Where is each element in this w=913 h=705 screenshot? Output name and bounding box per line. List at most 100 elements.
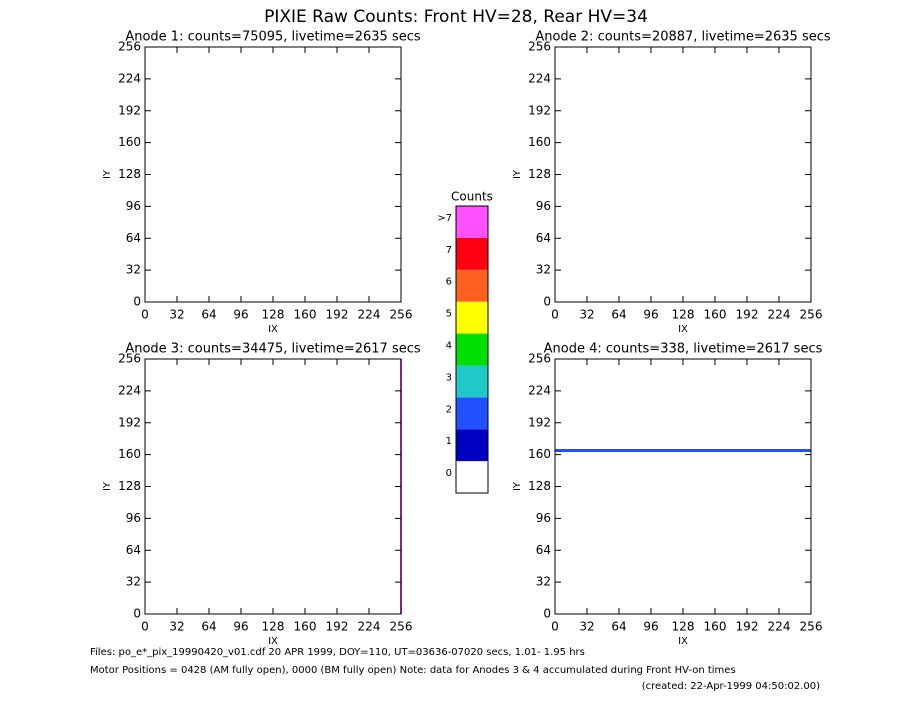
x-tick-label: 160	[704, 620, 727, 634]
x-tick-label: 32	[169, 620, 184, 634]
x-tick-label: 96	[233, 308, 248, 322]
x-tick-label: 160	[704, 308, 727, 322]
y-axis-label: IY	[512, 481, 523, 491]
x-tick-label: 128	[262, 620, 285, 634]
colorbar-label: 1	[446, 436, 452, 447]
x-tick-label: 256	[390, 620, 413, 634]
x-tick-label: 0	[141, 620, 149, 634]
y-tick-label: 224	[528, 71, 551, 85]
colorbar-label: 3	[446, 372, 452, 383]
y-tick-label: 224	[528, 383, 551, 397]
colorbar-cell	[456, 206, 488, 238]
figure-title: PIXIE Raw Counts: Front HV=28, Rear HV=3…	[264, 7, 648, 27]
panel-title: Anode 3: counts=34475, livetime=2617 sec…	[125, 342, 421, 357]
x-tick-label: 0	[551, 308, 559, 322]
y-tick-label: 192	[118, 415, 141, 429]
x-tick-label: 160	[294, 620, 317, 634]
colorbar-cell	[456, 429, 488, 462]
y-tick-label: 96	[126, 511, 141, 525]
x-tick-label: 256	[800, 620, 823, 634]
x-tick-label: 224	[768, 620, 791, 634]
footer-line: Files: po_e*_pix_19990420_v01.cdf 20 APR…	[90, 647, 585, 658]
y-tick-label: 96	[126, 199, 141, 213]
y-tick-label: 128	[118, 167, 141, 181]
x-tick-label: 64	[201, 620, 216, 634]
x-tick-label: 96	[643, 308, 658, 322]
x-tick-label: 224	[358, 620, 381, 634]
y-tick-label: 192	[528, 415, 551, 429]
y-tick-label: 128	[118, 479, 141, 493]
x-tick-label: 0	[551, 620, 559, 634]
y-tick-label: 256	[118, 40, 141, 54]
panel-title: Anode 2: counts=20887, livetime=2635 sec…	[535, 30, 831, 45]
x-tick-label: 96	[233, 620, 248, 634]
y-tick-label: 0	[133, 295, 141, 309]
x-tick-label: 32	[579, 620, 594, 634]
y-tick-label: 64	[126, 543, 141, 557]
panel-title: Anode 4: counts=338, livetime=2617 secs	[544, 342, 823, 357]
y-tick-label: 192	[118, 103, 141, 117]
y-tick-label: 192	[528, 103, 551, 117]
stripe-decoration	[555, 449, 811, 452]
y-tick-label: 160	[528, 447, 551, 461]
y-tick-label: 64	[536, 543, 551, 557]
y-tick-label: 32	[126, 575, 141, 589]
x-axis-label: IX	[268, 636, 278, 647]
y-tick-label: 0	[543, 295, 551, 309]
colorbar-label: 5	[446, 309, 452, 320]
x-tick-label: 32	[169, 308, 184, 322]
colorbar-label: 7	[446, 245, 452, 256]
x-tick-label: 256	[800, 308, 823, 322]
colorbar-cell	[456, 397, 488, 430]
y-tick-label: 96	[536, 511, 551, 525]
x-tick-label: 192	[326, 308, 349, 322]
colorbar-title: Counts	[451, 190, 493, 204]
x-tick-label: 224	[768, 308, 791, 322]
x-tick-label: 192	[736, 620, 759, 634]
x-tick-label: 128	[262, 308, 285, 322]
y-axis-label: IY	[102, 481, 113, 491]
y-tick-label: 224	[118, 71, 141, 85]
colorbar-label: 6	[446, 277, 452, 288]
footer-line: (created: 22-Apr-1999 04:50:02.00)	[642, 681, 820, 692]
y-axis-label: IY	[512, 169, 523, 179]
y-tick-label: 32	[126, 263, 141, 277]
y-axis-label: IY	[102, 169, 113, 179]
y-tick-label: 64	[126, 231, 141, 245]
y-tick-label: 224	[118, 383, 141, 397]
x-tick-label: 0	[141, 308, 149, 322]
y-tick-label: 160	[118, 447, 141, 461]
colorbar-label: 4	[446, 341, 452, 352]
y-tick-label: 0	[133, 607, 141, 621]
panel-title: Anode 1: counts=75095, livetime=2635 sec…	[125, 30, 421, 45]
colorbar-cell	[456, 301, 488, 334]
y-tick-label: 256	[528, 352, 551, 366]
y-tick-label: 160	[118, 135, 141, 149]
footer-line: Motor Positions = 0428 (AM fully open), …	[90, 665, 736, 676]
x-axis-label: IX	[678, 636, 688, 647]
colorbar-cell	[456, 461, 488, 493]
x-tick-label: 128	[672, 308, 695, 322]
x-tick-label: 64	[611, 620, 626, 634]
x-tick-label: 64	[611, 308, 626, 322]
colorbar-cell	[456, 365, 488, 398]
x-tick-label: 192	[736, 308, 759, 322]
y-tick-label: 64	[536, 231, 551, 245]
y-tick-label: 256	[528, 40, 551, 54]
x-tick-label: 32	[579, 308, 594, 322]
x-tick-label: 224	[358, 308, 381, 322]
colorbar-label: 0	[446, 468, 452, 479]
x-tick-label: 64	[201, 308, 216, 322]
colorbar-label: >7	[437, 213, 452, 224]
x-tick-label: 256	[390, 308, 413, 322]
x-tick-label: 192	[326, 620, 349, 634]
colorbar-cell	[456, 269, 488, 302]
y-tick-label: 32	[536, 263, 551, 277]
x-tick-label: 128	[672, 620, 695, 634]
x-axis-label: IX	[268, 324, 278, 335]
x-axis-label: IX	[678, 324, 688, 335]
y-tick-label: 0	[543, 607, 551, 621]
y-tick-label: 128	[528, 167, 551, 181]
y-tick-label: 128	[528, 479, 551, 493]
